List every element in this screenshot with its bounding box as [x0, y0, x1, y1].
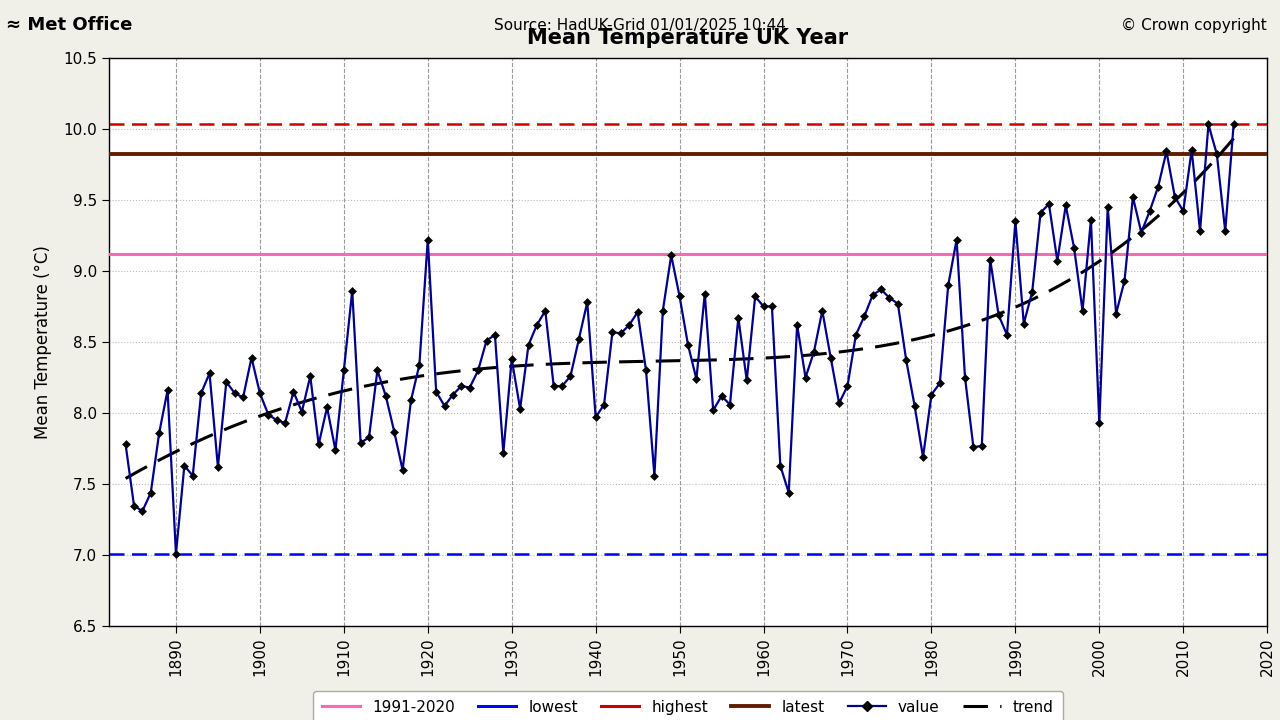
Y-axis label: Mean Temperature (°C): Mean Temperature (°C)	[35, 245, 52, 439]
Text: ≈ Met Office: ≈ Met Office	[6, 16, 133, 34]
Title: Mean Temperature UK Year: Mean Temperature UK Year	[527, 27, 849, 48]
Legend: 1991-2020, lowest, highest, latest, value, trend: 1991-2020, lowest, highest, latest, valu…	[312, 690, 1064, 720]
Text: © Crown copyright: © Crown copyright	[1121, 18, 1267, 33]
Text: Source: HadUK-Grid 01/01/2025 10:44: Source: HadUK-Grid 01/01/2025 10:44	[494, 18, 786, 33]
